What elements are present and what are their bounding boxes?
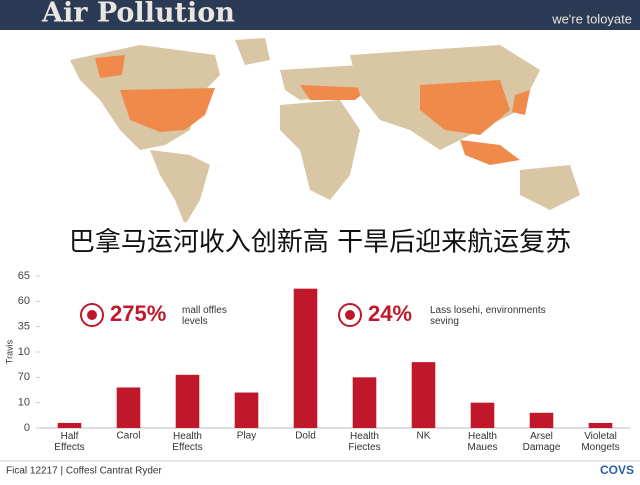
y-tick-label: 65	[18, 270, 30, 282]
x-tick-label: Half Effects	[54, 431, 84, 453]
annotation-value: 275%	[110, 301, 166, 326]
x-tick-label: NK	[417, 431, 431, 442]
caption-band	[0, 222, 640, 264]
footer-text: Fical 12217 | Coffesl Cantrat Ryder	[6, 466, 162, 477]
bar	[411, 362, 436, 428]
bar-chart: Travis 0 10 70 10 35 60 65 Half Effects Carol Healt…	[4, 270, 630, 453]
annotation-icon	[80, 303, 104, 327]
annotation-icon-dot	[345, 310, 355, 320]
header-tagline: we're toloyate	[551, 11, 632, 26]
annotation-icon-dot	[87, 310, 97, 320]
annotation-value: 24%	[368, 301, 412, 326]
x-tick-label: Health Effects	[172, 431, 202, 453]
y-tick-label: 10	[18, 397, 30, 409]
bar	[352, 377, 377, 428]
header-title: Air Pollution	[41, 0, 235, 29]
bar	[293, 288, 318, 428]
x-tick-label: Violetal Mongets	[581, 431, 619, 453]
annotation-text: Lass losehi, environments seving	[430, 305, 546, 327]
footer-logo: COVS	[600, 463, 634, 477]
y-tick-label: 0	[24, 422, 30, 434]
header-bar	[0, 0, 640, 30]
bar	[234, 392, 259, 428]
annotation-text: mall offles levels	[182, 305, 227, 327]
y-tick-label: 70	[18, 371, 30, 383]
bar	[116, 387, 141, 428]
y-tick-label: 10	[18, 346, 30, 358]
annotation-icon	[338, 303, 362, 327]
x-tick-label: Arsel Damage	[523, 431, 561, 453]
caption: 巴拿马运河收入创新高 干旱后迎来航运复苏	[69, 228, 571, 258]
world-map	[70, 38, 580, 225]
bar	[529, 412, 554, 428]
x-tick-label: Health Maues	[467, 431, 497, 453]
y-axis-label: Travis	[4, 339, 14, 364]
x-tick-label: Carol	[117, 431, 141, 442]
bar	[57, 422, 82, 428]
x-tick-label: Health Fiectes	[348, 431, 380, 453]
bar	[175, 374, 200, 428]
bar	[470, 402, 495, 428]
bar	[588, 422, 613, 428]
x-tick-label: Dold	[295, 431, 316, 442]
y-tick-label: 60	[18, 295, 30, 307]
y-tick-label: 35	[18, 321, 30, 333]
x-tick-label: Play	[237, 431, 256, 442]
